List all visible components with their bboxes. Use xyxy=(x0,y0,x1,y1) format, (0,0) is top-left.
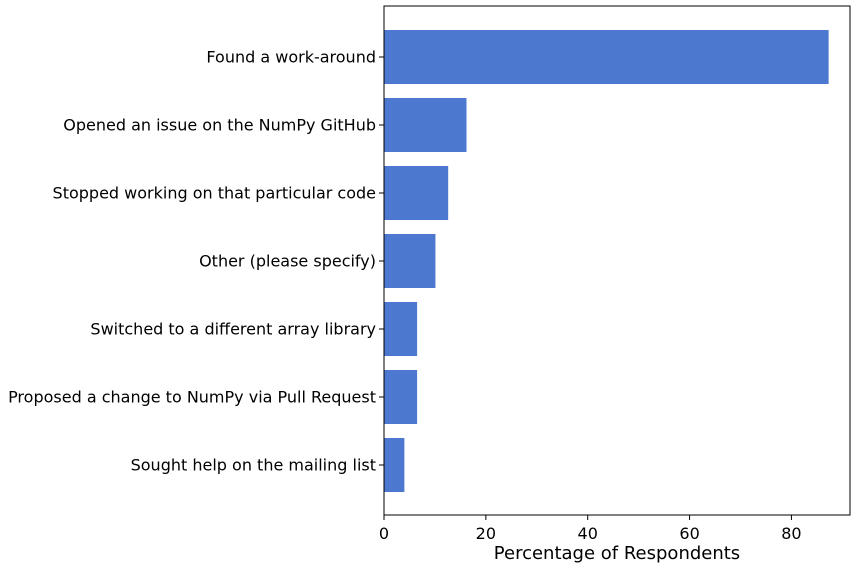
bars-group xyxy=(384,30,829,492)
bar-5 xyxy=(384,370,418,424)
x-tick-label-2: 40 xyxy=(578,524,598,543)
bar-0 xyxy=(384,30,829,84)
bar-4 xyxy=(384,302,418,356)
y-tick-label-6: Sought help on the mailing list xyxy=(131,456,376,475)
x-axis-label: Percentage of Respondents xyxy=(494,543,740,564)
bar-1 xyxy=(384,98,467,152)
bar-2 xyxy=(384,166,449,220)
y-tick-label-5: Proposed a change to NumPy via Pull Requ… xyxy=(8,388,376,407)
x-tick-label-1: 20 xyxy=(476,524,496,543)
x-tick-label-0: 0 xyxy=(379,524,389,543)
x-tick-label-4: 80 xyxy=(781,524,801,543)
bar-6 xyxy=(384,438,405,492)
y-tick-label-2: Stopped working on that particular code xyxy=(53,184,376,203)
x-tick-label-3: 60 xyxy=(679,524,699,543)
plot-frame xyxy=(383,5,851,516)
y-tick-label-1: Opened an issue on the NumPy GitHub xyxy=(63,116,376,135)
bar-3 xyxy=(384,234,436,288)
y-tick-label-0: Found a work-around xyxy=(206,48,376,67)
x-ticks: 0 20 40 60 80 xyxy=(379,515,802,543)
y-tick-labels: Found a work-around Opened an issue on th… xyxy=(8,48,384,475)
y-tick-label-4: Switched to a different array library xyxy=(90,320,376,339)
y-tick-label-3: Other (please specify) xyxy=(199,252,376,271)
